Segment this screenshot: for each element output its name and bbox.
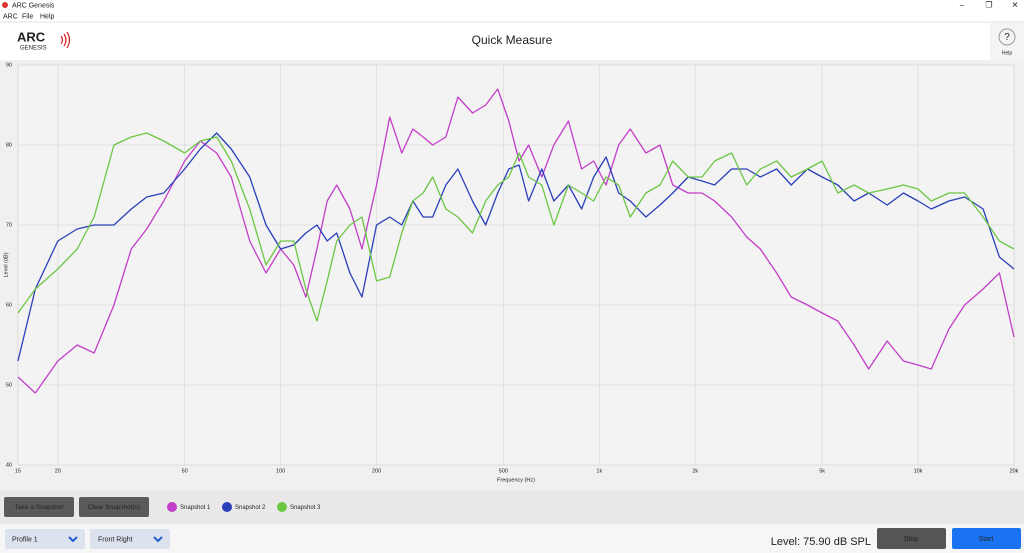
series-line [17,132,1015,322]
window-title: ARC Genesis [12,2,55,9]
plot-area [17,64,1015,466]
stop-button[interactable] [877,528,946,549]
x-tick-label: 2k [692,468,698,474]
dropdown-chevron[interactable] [153,536,163,543]
x-axis-label: Frequency (Hz) [497,477,535,483]
help-label[interactable]: Help [1002,50,1013,56]
channel-label[interactable]: Front Right [98,536,133,543]
x-tick-label: 5k [819,468,825,474]
page-title: Quick Measure [472,33,553,47]
minimize-button[interactable]: – [960,1,965,10]
series-line [17,88,1015,394]
x-tick-label: 100 [276,468,285,474]
x-tick-label: 50 [182,468,188,474]
start-label[interactable]: Start [979,536,994,543]
legend-label: Snapshot 2 [235,505,266,511]
series-line [17,132,1015,362]
y-tick-label: 90 [6,62,12,68]
snapshot-button-label[interactable]: Take a Snapshot [15,504,64,511]
legend-label: Snapshot 3 [290,505,321,511]
logo-sub: GENESIS [20,46,47,52]
legend-label: Snapshot 1 [180,505,211,511]
x-tick-label: 15 [15,468,21,474]
profile-dropdown[interactable] [5,529,85,549]
close-button[interactable]: ✕ [1012,1,1019,10]
help-icon[interactable]: ? [1004,32,1010,43]
x-tick-label: 20 [55,468,61,474]
level-readout: Level: 75.90 dB SPL [771,536,871,548]
x-tick-label: 10k [914,468,923,474]
logo-waves [60,31,71,49]
y-tick-label: 60 [6,302,12,308]
menu-item[interactable]: ARC [3,13,18,20]
x-tick-label: 1k [596,468,602,474]
clear-button[interactable] [79,497,149,517]
y-tick-label: 70 [6,222,12,228]
restore-button[interactable]: ❐ [985,1,992,10]
y-tick-label: 80 [6,142,12,148]
y-tick-label: 40 [6,462,12,468]
legend-swatch [277,502,287,512]
x-tick-label: 500 [499,468,508,474]
menu-item[interactable]: Help [40,13,55,20]
y-tick-label: 50 [6,382,12,388]
channel-dropdown[interactable] [90,529,170,549]
chart: 40 50 60 70 80 90 15 20 50 100 200 500 1k 2k 5k 10k 20k F… [3,62,1018,483]
legend-swatch [222,502,232,512]
y-axis-label: Level (dB) [3,252,9,277]
logo: ARC [17,29,46,44]
dropdown-chevron[interactable] [68,536,78,543]
app-icon [2,2,8,8]
help-circle[interactable] [998,28,1016,46]
x-tick-label: 200 [372,468,381,474]
stop-label[interactable]: Stop [904,536,919,543]
footer [0,524,1024,553]
snapshot-button[interactable] [4,497,74,517]
legend-swatch [167,502,177,512]
legend: Snapshot 1 Snapshot 2 Snapshot 3 [167,502,321,512]
clear-button-label[interactable]: Clear Snapshot(s) [88,504,140,511]
menu-item[interactable]: File [22,13,33,20]
x-tick-label: 20k [1010,468,1019,474]
snapshot-bar [0,490,1024,524]
profile-label[interactable]: Profile 1 [12,536,38,543]
start-button[interactable] [952,528,1021,549]
